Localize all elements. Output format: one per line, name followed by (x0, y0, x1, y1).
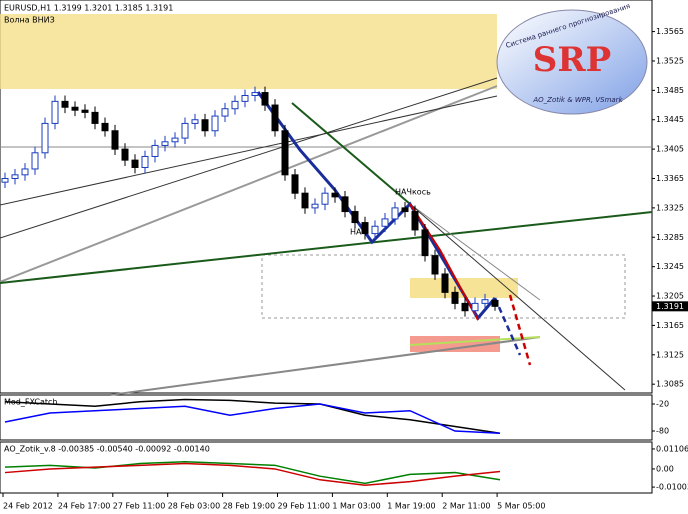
x-tick-label: 29 Feb 11:00 (278, 502, 330, 511)
x-tick-label: 1 Mar 19:00 (387, 502, 435, 511)
candle-body (471, 302, 479, 312)
candle-body (241, 94, 249, 102)
candle-body (151, 144, 159, 157)
candle-body (11, 174, 19, 180)
y-tick-label: 1.3125 (656, 350, 684, 359)
candle-body (181, 122, 189, 139)
indicator-line (4, 398, 501, 434)
y-tick-label: -0.01003 (656, 483, 688, 492)
y-tick-label: -80 (656, 427, 669, 436)
price-marker (652, 301, 688, 312)
candle-body (91, 111, 99, 124)
candle-body (81, 109, 89, 113)
candle-body (451, 291, 459, 304)
candle-body (161, 141, 169, 146)
x-tick-label: 5 Mar 05:00 (497, 502, 545, 511)
logo-badge (496, 9, 648, 115)
x-tick-label: 24 Feb 2012 (3, 502, 53, 511)
candle-body (61, 100, 69, 108)
candle-body (271, 104, 279, 132)
y-tick-label: 1.3085 (656, 380, 684, 389)
candle-body (461, 302, 469, 312)
candle-body (251, 92, 259, 96)
candle-body (171, 137, 179, 143)
candle-body (1, 178, 9, 183)
candle-body (201, 119, 209, 132)
y-tick-label: 1.3445 (656, 115, 684, 124)
annotation: НАЧкось (395, 188, 431, 197)
annotation: НАЧ (350, 228, 367, 237)
x-tick-label: 24 Feb 17:00 (58, 502, 110, 511)
x-tick-label: 28 Feb 03:00 (168, 502, 220, 511)
candle-body (381, 218, 389, 227)
candle-body (41, 122, 49, 154)
y-tick-label: 1.3245 (656, 262, 684, 271)
candle-body (311, 203, 319, 209)
indicator-panel (0, 394, 653, 441)
y-tick-label: 0.00 (656, 464, 674, 473)
current-price: 1.3191 (656, 302, 684, 311)
x-tick-label: 27 Feb 11:00 (113, 502, 165, 511)
candle-body (441, 273, 449, 293)
candle-body (71, 106, 79, 111)
y-tick-label: 1.3165 (656, 321, 684, 330)
candle-body (21, 168, 29, 176)
y-tick-label: 0.01106 (656, 444, 688, 453)
indicator-line (4, 403, 501, 434)
candle-body (261, 92, 269, 106)
candle-body (491, 299, 499, 307)
candle-body (141, 155, 149, 168)
candle-body (221, 108, 229, 117)
logo-sub: AO_Zotik & WPR, VSmark (532, 96, 623, 104)
candle-body (211, 115, 219, 132)
candle-body (131, 159, 139, 168)
x-tick-label: 2 Mar 11:00 (442, 502, 490, 511)
candle-body (101, 122, 109, 132)
symbol-line: EURUSD,H1 1.3199 1.3201 1.3185 1.3191 (4, 4, 173, 13)
candle-body (481, 299, 489, 304)
indicator-panel (0, 441, 653, 494)
candle-body (361, 222, 369, 235)
candle-body (121, 148, 129, 161)
y-tick-label: 1.3365 (656, 174, 684, 183)
candle-body (401, 207, 409, 213)
x-tick-label: 1 Mar 03:00 (332, 502, 380, 511)
indicator-title: AO_Zotik_v.8 -0.00385 -0.00540 -0.00092 … (4, 445, 210, 454)
candle-body (51, 100, 59, 124)
y-tick-label: 1.3565 (656, 27, 684, 36)
candle-body (231, 100, 239, 110)
y-tick-label: 1.3525 (656, 56, 684, 65)
y-tick-label: 1.3325 (656, 203, 684, 212)
candle-body (301, 192, 309, 209)
candle-body (351, 211, 359, 224)
wave-label: Волна ВНИЗ (4, 16, 55, 25)
candle-body (31, 152, 39, 170)
y-tick-label: 1.3405 (656, 145, 684, 154)
y-tick-label: 1.3485 (656, 86, 684, 95)
y-tick-label: -20 (656, 400, 669, 409)
candle-body (371, 225, 379, 235)
candle-body (431, 255, 439, 275)
candle-body (281, 130, 289, 176)
drawings (0, 14, 653, 396)
candle-body (341, 196, 349, 213)
x-tick-label: 28 Feb 19:00 (223, 502, 275, 511)
candle-body (391, 207, 399, 220)
candle-body (421, 229, 429, 257)
candle-body (291, 174, 299, 194)
candle-body (191, 119, 199, 124)
candle-body (331, 192, 339, 198)
logo-text: SRP (533, 40, 611, 80)
indicator-title: Mod_FXCatch (4, 398, 57, 407)
candle-body (321, 192, 329, 205)
y-tick-label: 1.3285 (656, 233, 684, 242)
candle-body (111, 130, 119, 150)
y-tick-label: 1.3205 (656, 292, 684, 301)
candle-body (411, 211, 419, 231)
indicator-line (4, 462, 501, 486)
